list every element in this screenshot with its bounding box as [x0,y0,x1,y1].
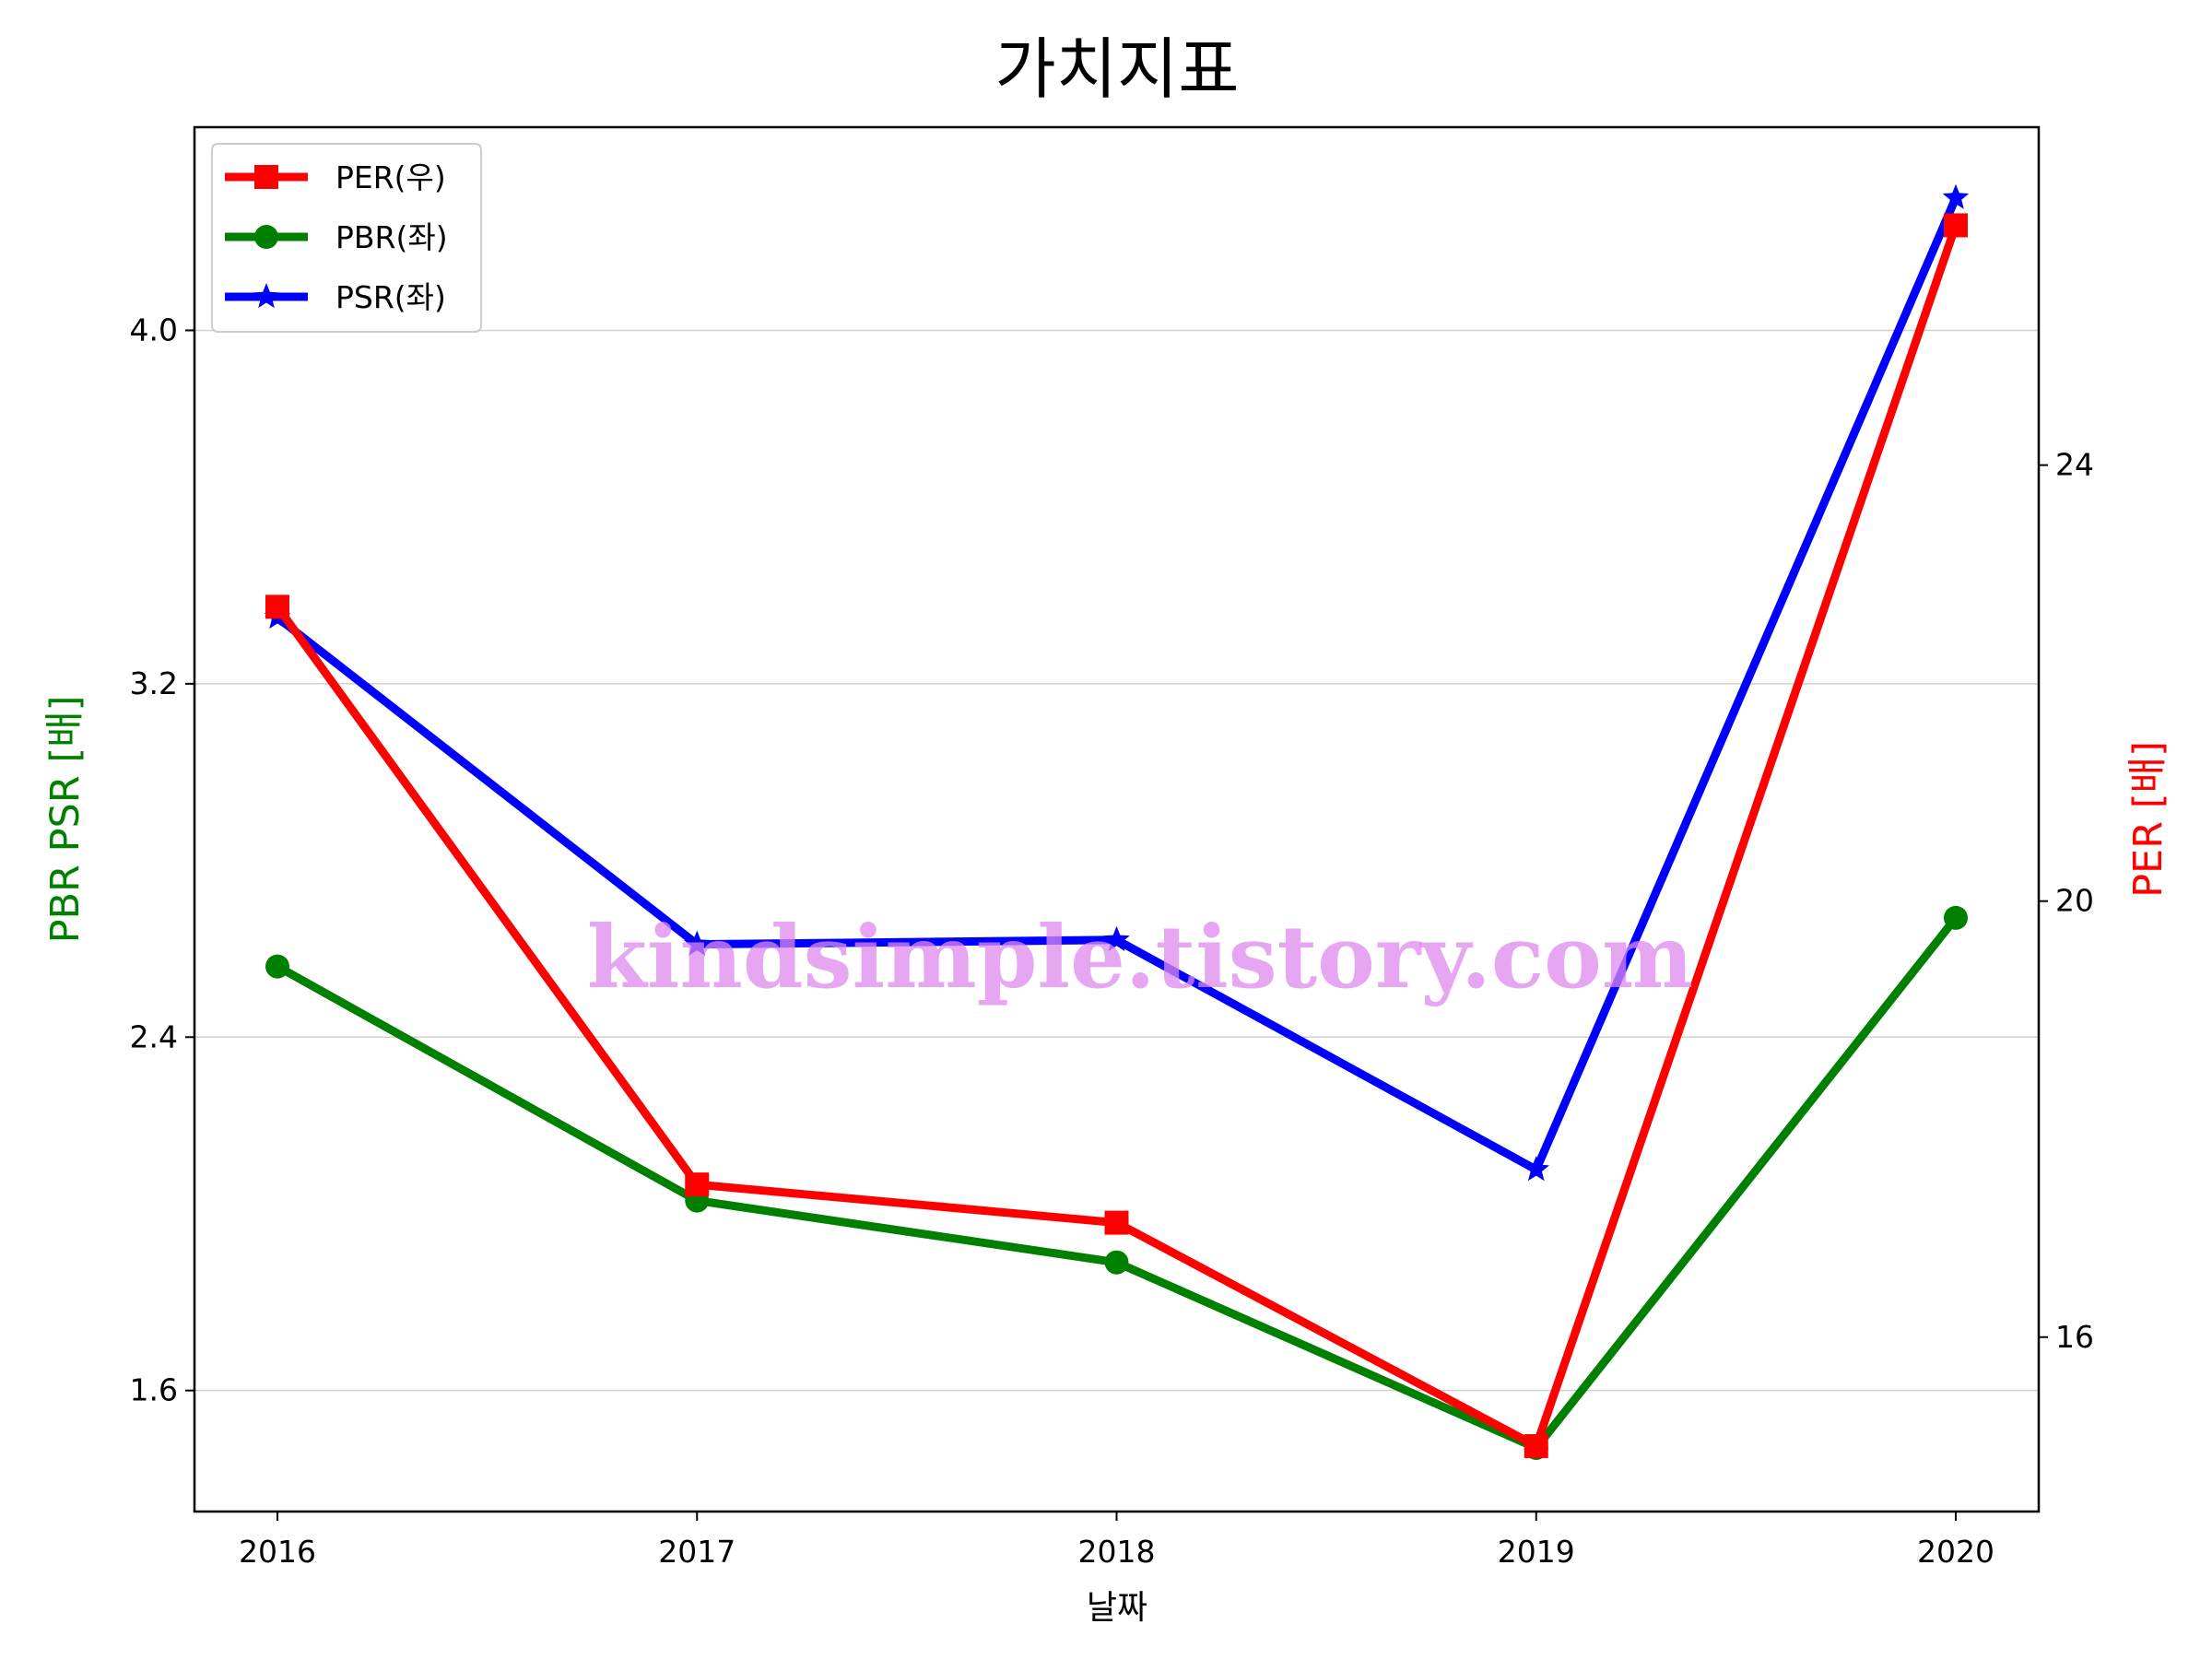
series-layer [264,183,1970,1460]
legend-marker [254,165,278,189]
left-y-tick-label: 4.0 [130,312,178,347]
right-y-axis-label: PER [배] [2125,741,2171,898]
x-tick-label: 2018 [1078,1534,1156,1570]
data-point-marker [1523,1156,1549,1182]
legend: PER(우) PBR(좌) PSR(좌) [211,143,482,333]
axes-layer: 1.6 2.4 3.2 4.0 16 20 24 2016 2017 2018 2019 2020 [130,312,2094,1570]
watermark-text: kindsimple.tistory.com [587,907,1694,1008]
data-point-marker [1944,213,1968,238]
legend-item: PER(우) [225,159,446,195]
data-point-marker [1944,905,1968,930]
x-tick-label: 2020 [1917,1534,1994,1570]
legend-item: PBR(좌) [225,219,448,255]
data-point-marker [1103,925,1130,951]
data-point-marker [685,1172,710,1197]
legend-box [211,143,482,333]
left-y-tick-label: 1.6 [130,1372,178,1408]
legend-label: PBR(좌) [335,219,448,255]
legend-label: PSR(좌) [335,279,446,315]
x-tick-label: 2019 [1498,1534,1575,1570]
data-point-marker [1524,1434,1548,1459]
left-y-tick-label: 3.2 [130,665,178,701]
series-square [265,213,1968,1459]
legend-item: PSR(좌) [225,279,446,315]
data-point-marker [1104,1250,1129,1275]
legend-marker [253,283,280,309]
data-point-marker [1104,1210,1129,1235]
right-y-tick-label: 24 [2055,447,2094,483]
grid-lines [194,329,2039,1392]
data-point-marker [265,954,289,979]
right-y-tick-label: 20 [2055,883,2094,919]
x-tick-label: 2016 [239,1534,316,1570]
left-y-tick-label: 2.4 [130,1018,178,1054]
left-y-axis-label: PBR PSR [배] [42,696,88,944]
legend-label: PER(우) [335,159,446,195]
x-tick-label: 2017 [658,1534,735,1570]
x-axis-label: 날짜 [1087,1589,1147,1627]
data-point-marker [684,930,711,956]
chart-title: 가치지표 [995,30,1240,108]
data-point-marker [1942,183,1970,209]
legend-marker [254,225,278,249]
data-point-marker [265,594,289,619]
right-y-tick-label: 16 [2055,1319,2094,1355]
